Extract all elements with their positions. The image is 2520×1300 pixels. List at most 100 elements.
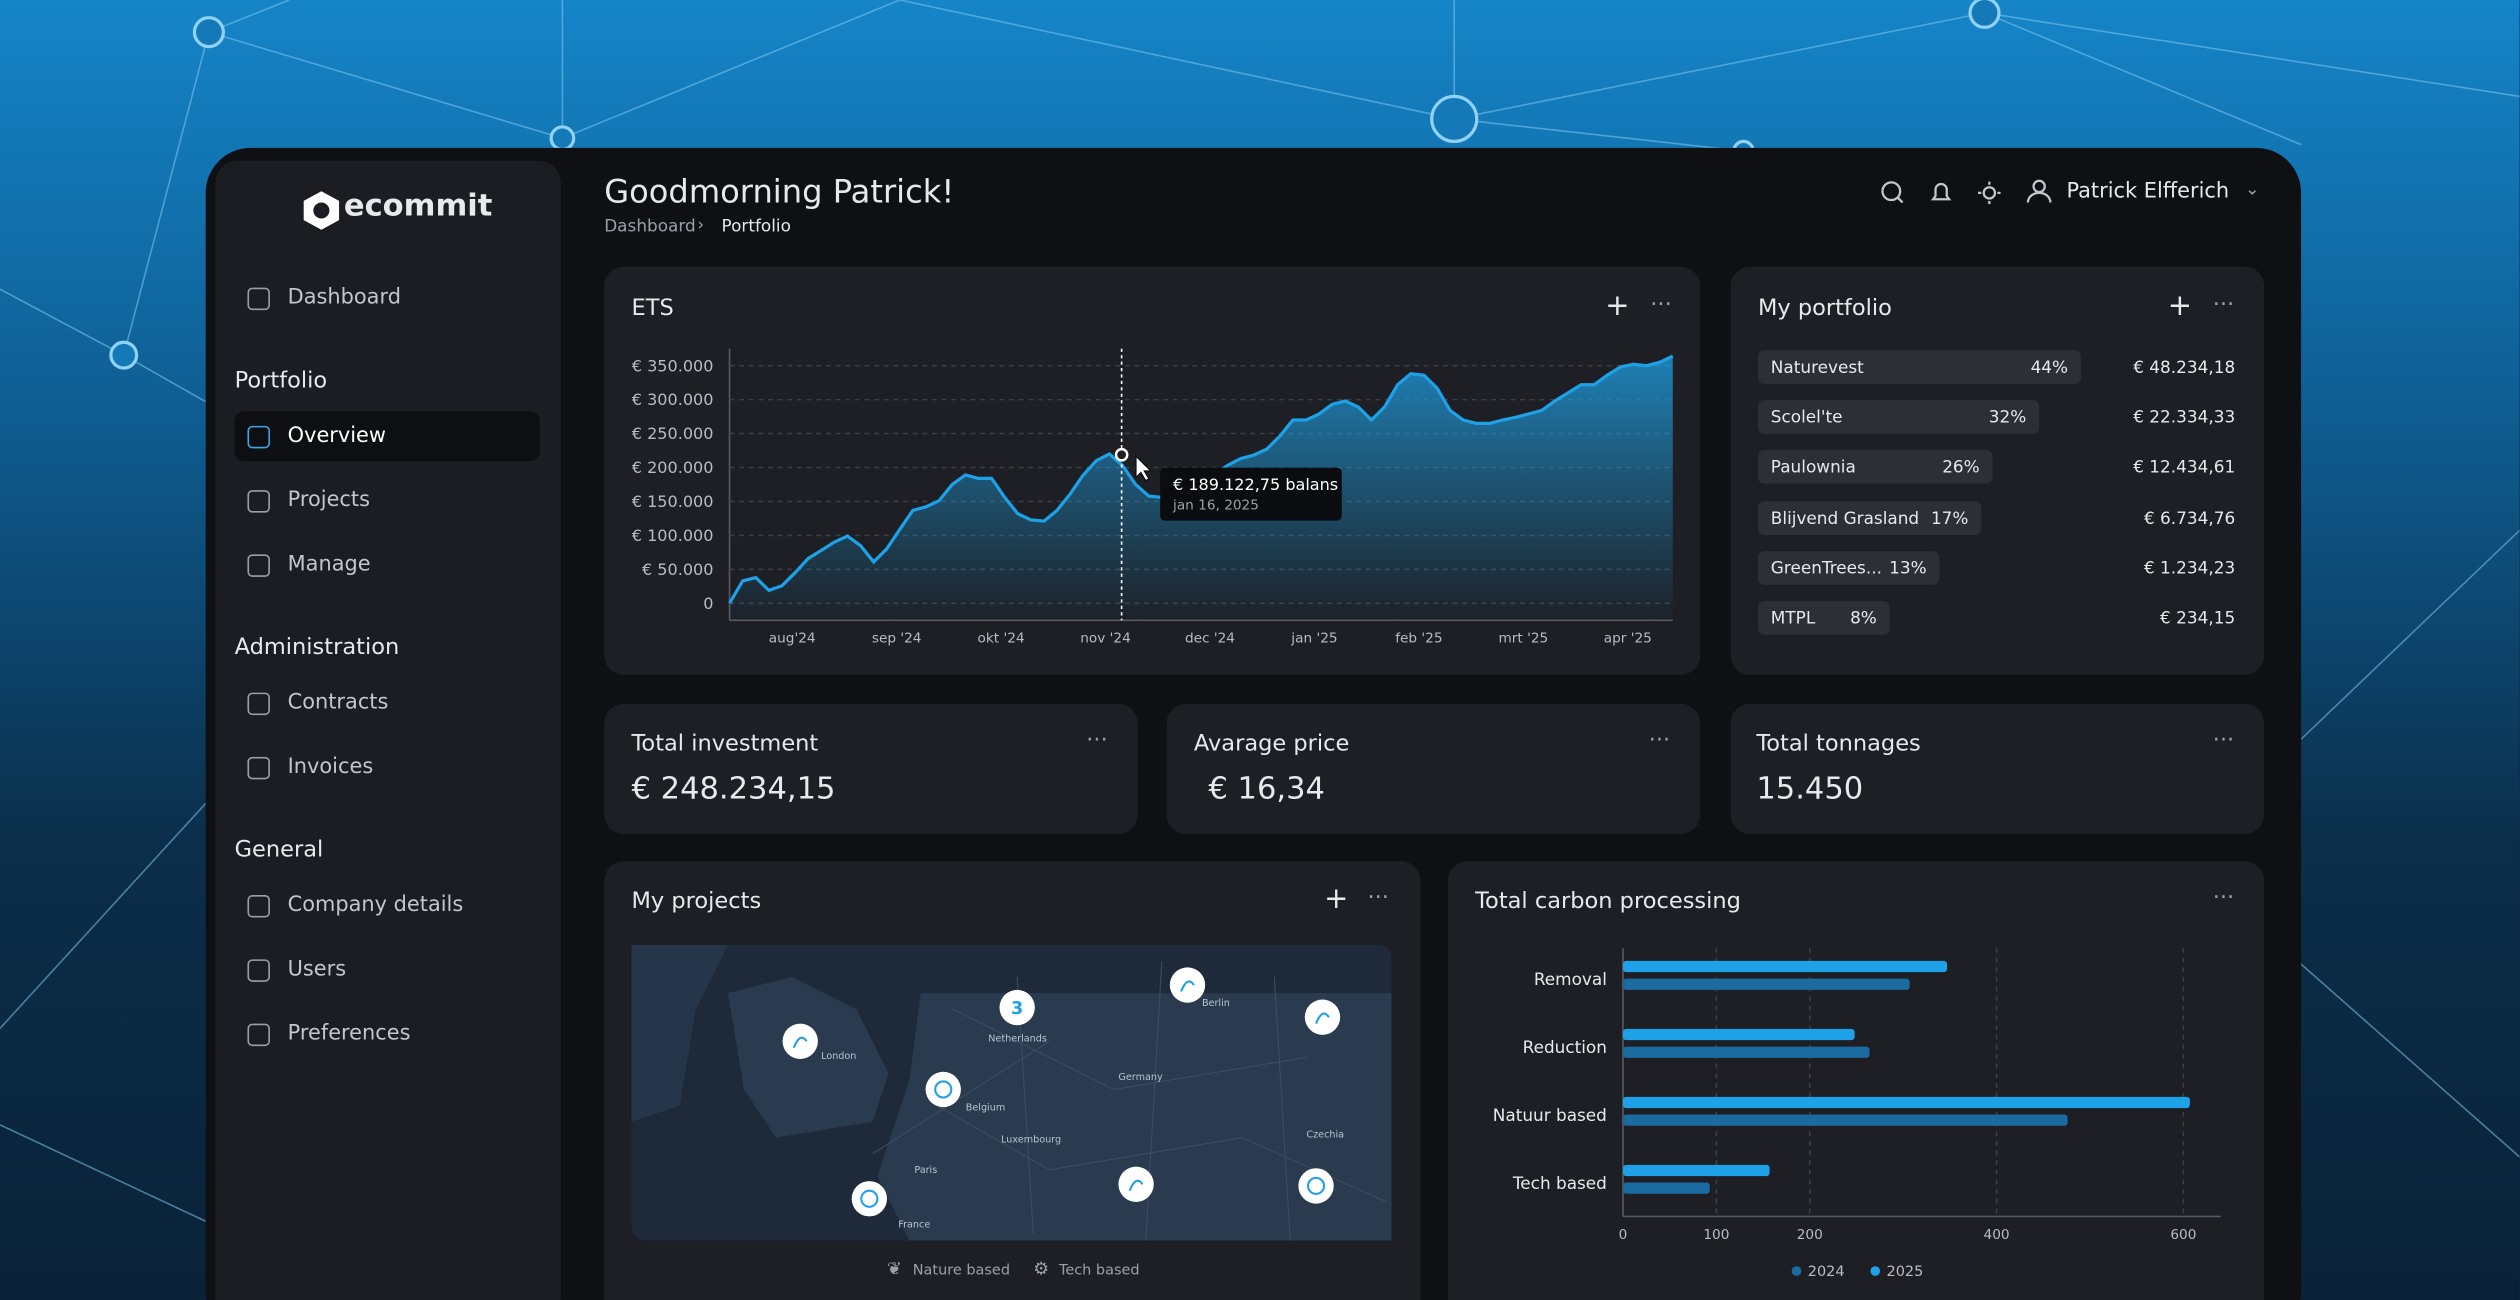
portfolio-name: MTPL <box>1770 609 1816 629</box>
nav-item[interactable]: Invoices <box>235 742 540 792</box>
card-title: My portfolio <box>1757 295 1892 322</box>
nav-icon <box>247 425 270 448</box>
nav-icon <box>247 756 270 779</box>
nav-icon <box>247 894 270 917</box>
nav-item[interactable]: Dashboard <box>235 273 540 323</box>
more-button[interactable]: ··· <box>2212 727 2235 754</box>
stat-card <box>1730 703 2265 834</box>
map-label: Germany <box>1118 1072 1163 1083</box>
portfolio-name: GreenTrees... <box>1770 558 1882 579</box>
stat-label: Total tonnages <box>1756 731 1921 757</box>
logo-icon <box>303 191 340 230</box>
nav-icon <box>247 958 270 982</box>
map-legend: Nature based <box>912 1263 1011 1280</box>
portfolio-amount: € 48.234,18 <box>2133 358 2236 378</box>
more-button[interactable]: ··· <box>1650 292 1672 319</box>
nav-icon <box>247 286 270 310</box>
map[interactable]: London Netherlands Germany Berlin Belgium Lux… <box>631 944 1392 1241</box>
add-button[interactable]: + <box>1324 882 1349 916</box>
add-button[interactable]: + <box>2167 289 2192 323</box>
add-button[interactable]: + <box>1605 289 1630 323</box>
portfolio-name: Scolel'te <box>1770 408 1843 428</box>
stat-value: € 16,34 <box>1208 771 1325 807</box>
portfolio-pct: 13% <box>1889 558 1927 579</box>
map-label: Paris <box>914 1165 937 1176</box>
portfolio-amount: € 22.334,33 <box>2133 408 2236 428</box>
user-name[interactable]: Patrick Elfferich <box>2066 179 2230 205</box>
breadcrumb[interactable]: Portfolio <box>721 216 791 237</box>
legend-icon: ⚙ <box>1033 1258 1050 1280</box>
nav-icon <box>247 1022 270 1046</box>
map-label: Netherlands <box>988 1033 1047 1044</box>
user-icon <box>2026 179 2052 203</box>
portfolio-name: Blijvend Grasland <box>1770 508 1920 529</box>
nav-item[interactable]: Users <box>235 945 540 995</box>
nav-label: Invoices <box>287 755 374 780</box>
portfolio-bar: GreenTrees... 13% <box>1757 550 1940 585</box>
logo-text: ecommit <box>343 188 493 224</box>
nav-item[interactable]: Contracts <box>235 678 540 728</box>
portfolio-pct: 44% <box>2030 358 2069 378</box>
more-button[interactable]: ··· <box>2212 885 2235 912</box>
more-button[interactable]: ··· <box>2212 292 2235 319</box>
card-title: Total carbon processing <box>1475 888 1741 915</box>
portfolio-name: Paulownia <box>1770 458 1856 478</box>
portfolio-bar: Paulownia 26% <box>1757 450 1993 485</box>
card-title: ETS <box>631 295 674 322</box>
stat-value: € 248.234,15 <box>631 771 836 807</box>
portfolio-bar: Naturevest 44% <box>1757 350 2081 385</box>
ets-card <box>604 266 1701 675</box>
portfolio-amount: € 1.234,23 <box>2143 558 2236 579</box>
user-menu-chevron[interactable]: ⌄ <box>2244 178 2260 200</box>
portfolio-pct: 26% <box>1942 458 1980 478</box>
nav-label: Overview <box>287 424 387 449</box>
nav-section: General <box>234 837 324 863</box>
nav-label: Projects <box>287 488 371 513</box>
map-label: Czechia <box>1306 1130 1344 1141</box>
nav-label: Dashboard <box>287 286 401 311</box>
portfolio-bar: Scolel'te 32% <box>1757 400 2040 435</box>
stat-card <box>604 703 1138 834</box>
breadcrumb-separator: › <box>697 215 705 235</box>
carbon-card <box>1447 861 2265 1300</box>
card-title: My projects <box>631 888 762 915</box>
stat-label: Avarage price <box>1193 731 1350 757</box>
map-label: Luxembourg <box>1001 1135 1061 1146</box>
map-pins[interactable] <box>782 967 1341 1217</box>
portfolio-amount: € 12.434,61 <box>2133 458 2236 478</box>
greeting: Goodmorning Patrick! <box>604 171 955 211</box>
portfolio-pct: 17% <box>1930 508 1969 529</box>
nav-item[interactable]: Preferences <box>235 1009 540 1059</box>
more-button[interactable]: ··· <box>1367 885 1389 912</box>
nav-item[interactable]: Overview <box>234 411 540 462</box>
nav-icon <box>247 553 270 577</box>
legend-icon: ❦ <box>887 1258 902 1280</box>
nav-item[interactable]: Manage <box>235 540 540 590</box>
stat-label: Total investment <box>631 731 819 757</box>
header-icons[interactable] <box>1877 177 2014 209</box>
more-button[interactable]: ··· <box>1648 727 1671 754</box>
portfolio-pct: 32% <box>1988 408 2027 428</box>
map-label: France <box>898 1220 930 1231</box>
more-button[interactable]: ··· <box>1086 727 1108 754</box>
cluster-count: 3 <box>1011 999 1023 1019</box>
map-label: Belgium <box>966 1102 1005 1113</box>
portfolio-amount: € 6.734,76 <box>2143 508 2236 529</box>
portfolio-name: Naturevest <box>1770 358 1864 378</box>
nav-section: Administration <box>234 634 400 661</box>
portfolio-bar: MTPL 8% <box>1757 600 1890 635</box>
map-label: Berlin <box>1202 998 1230 1009</box>
nav-item[interactable]: Projects <box>235 476 540 526</box>
map-legend: Tech based <box>1058 1263 1140 1280</box>
breadcrumb[interactable]: Dashboard <box>604 216 696 237</box>
nav-item[interactable]: Company details <box>235 881 540 931</box>
portfolio-pct: 8% <box>1850 609 1877 629</box>
map-label: London <box>821 1051 856 1062</box>
sidebar <box>215 160 561 1300</box>
portfolio-bar: Blijvend Grasland 17% <box>1757 500 1982 535</box>
nav-label: Preferences <box>287 1021 411 1047</box>
nav-label: Manage <box>287 552 371 577</box>
portfolio-amount: € 234,15 <box>2160 609 2236 629</box>
